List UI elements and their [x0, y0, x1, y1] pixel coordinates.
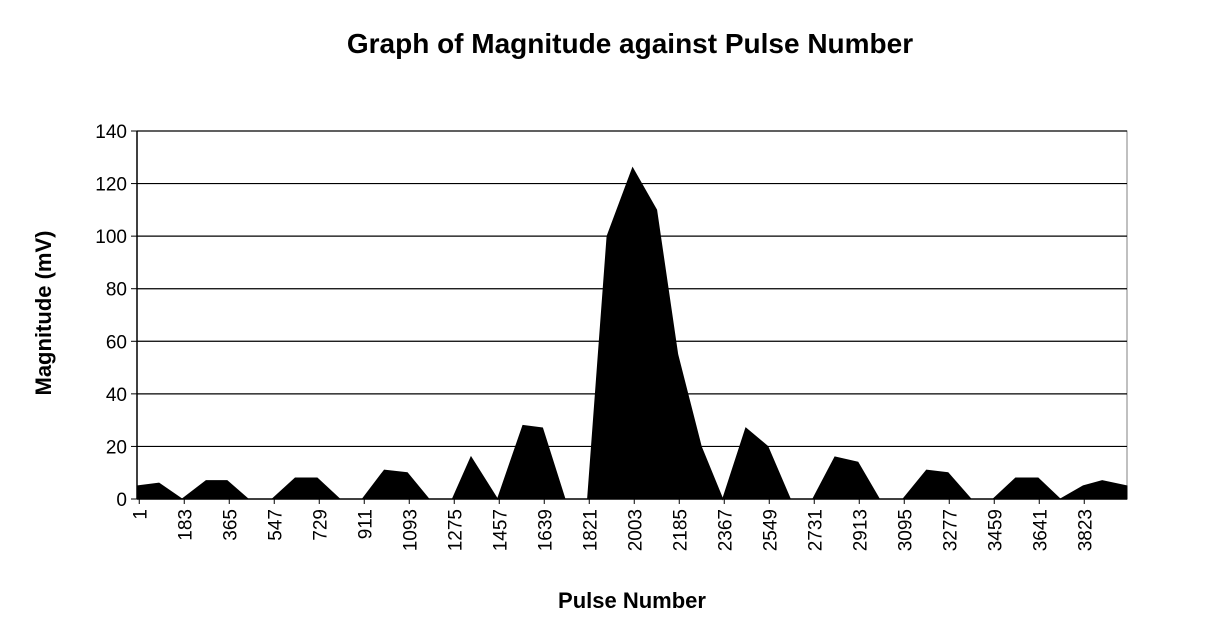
x-tick-label-2731: 2731	[805, 509, 826, 551]
x-tick-label-729: 729	[310, 509, 331, 541]
x-tick-label-1093: 1093	[400, 509, 421, 551]
x-tick-label-365: 365	[220, 509, 241, 541]
x-tick-label-1275: 1275	[445, 509, 466, 551]
chart-title: Graph of Magnitude against Pulse Number	[346, 28, 914, 59]
y-tick-label-0: 0	[116, 490, 127, 511]
x-tick-label-1821: 1821	[580, 509, 601, 551]
x-tick-label-547: 547	[265, 509, 286, 541]
y-tick-label-20: 20	[106, 437, 127, 458]
x-tick-label-3277: 3277	[940, 509, 961, 551]
x-tick-label-1639: 1639	[535, 509, 556, 551]
x-tick-label-911: 911	[355, 509, 376, 539]
x-tick-label-1457: 1457	[490, 509, 511, 551]
x-tick-label-2367: 2367	[715, 509, 736, 551]
x-tick-label-2913: 2913	[850, 509, 871, 551]
x-tick-label-2185: 2185	[670, 509, 691, 551]
x-tick-label-3823: 3823	[1075, 509, 1096, 551]
y-tick-label-80: 80	[106, 280, 127, 301]
x-tick-label-3459: 3459	[985, 509, 1006, 551]
y-tick-label-140: 140	[95, 122, 127, 143]
x-tick-label-183: 183	[175, 509, 196, 541]
y-tick-label-40: 40	[106, 385, 127, 406]
x-axis-title: Pulse Number	[558, 588, 706, 613]
x-tick-label-2003: 2003	[625, 509, 646, 551]
x-tick-label-3641: 3641	[1030, 509, 1051, 551]
series-area-0	[136, 166, 1128, 501]
y-tick-label-60: 60	[106, 332, 127, 353]
x-tick-label-2549: 2549	[760, 509, 781, 551]
y-tick-label-100: 100	[95, 227, 127, 248]
y-tick-label-120: 120	[95, 175, 127, 196]
x-tick-label-3095: 3095	[895, 509, 916, 551]
x-tick-label-1: 1	[130, 509, 151, 520]
